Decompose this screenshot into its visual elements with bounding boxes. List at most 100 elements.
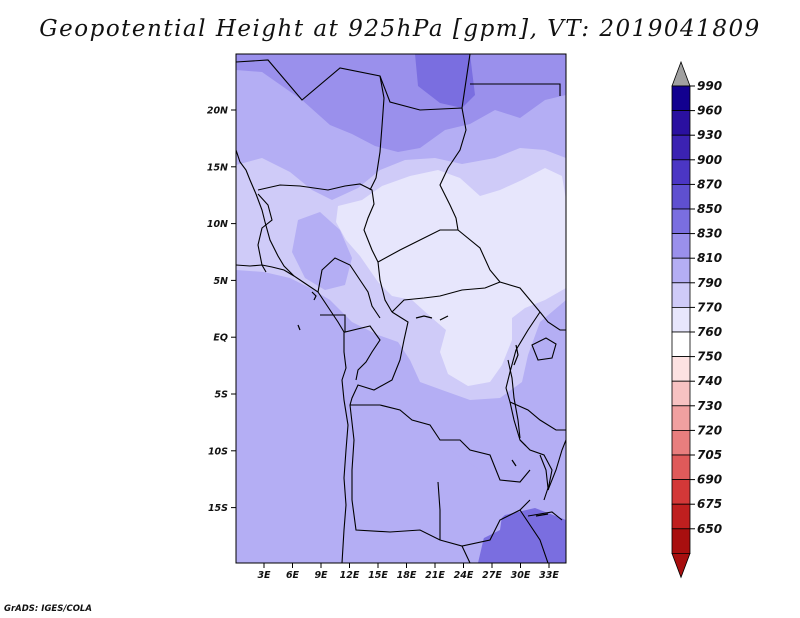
island-sao-tome [297, 324, 301, 331]
colorbar-swatch [671, 356, 691, 382]
lake-mweru [511, 459, 517, 467]
credit-label: GrADS: IGES/COLA [4, 604, 92, 614]
country-borders [236, 54, 566, 563]
colorbar-swatch [671, 85, 691, 112]
map-panel [236, 54, 566, 563]
border-sahel [257, 183, 393, 313]
colorbar-level-label: 650 [697, 522, 722, 536]
colorbar-level-label: 750 [697, 350, 722, 364]
colorbar: 990 960 930 900 870 850 830 810 790 770 760 750 740 7… [671, 60, 722, 579]
border-namibia [437, 481, 441, 540]
colorbar-level-label: 900 [697, 153, 722, 167]
height-patch-810-west [292, 212, 352, 290]
colorbar-level-label: 790 [697, 276, 722, 290]
lake-malawi [539, 454, 549, 501]
river-congo [415, 315, 433, 319]
lake-kivu [513, 344, 519, 366]
lon-tick-label: 24E [454, 570, 474, 581]
lat-tick-label: 10N [207, 219, 228, 230]
colorbar-level-label: 740 [697, 374, 722, 388]
lat-tick-label: 20N [207, 106, 228, 117]
colorbar-swatch [671, 257, 691, 284]
river-congo-2 [439, 315, 449, 321]
lon-tick-label: 21E [425, 570, 445, 581]
colorbar-level-label: 830 [697, 227, 722, 241]
border-central-1 [377, 229, 541, 313]
lat-tick-label: 10S [208, 446, 228, 457]
colorbar-swatch [671, 454, 691, 481]
lat-tick-label: EQ [213, 333, 228, 344]
colorbar-swatch [671, 282, 691, 308]
lake-tanganyika [507, 359, 521, 439]
water-features [297, 291, 549, 517]
lake-bangweulu [519, 439, 527, 447]
coastline-west [236, 149, 349, 563]
colorbar-level-label: 760 [697, 325, 722, 339]
colorbar-level-label: 810 [697, 251, 722, 265]
colorbar-swatch [671, 405, 691, 431]
border-north-2 [369, 75, 385, 191]
colorbar-level-label: 930 [697, 128, 722, 142]
lat-tick-label: 5S [215, 390, 229, 401]
lon-tick-label: 15E [368, 570, 388, 581]
lon-tick-label: 27E [482, 570, 502, 581]
border-central-2 [391, 281, 501, 313]
map-frame [235, 53, 567, 564]
colorbar-swatch [671, 503, 691, 530]
colorbar-swatch [671, 380, 691, 407]
latitude-axis: 20N 15N 10N 5N EQ 5S 10S 15S [207, 106, 236, 514]
lake-victoria [531, 337, 557, 361]
river-zambezi [535, 513, 549, 517]
colorbar-level-label: 675 [697, 497, 722, 511]
colorbar-swatch [671, 183, 691, 210]
border-angola-north [350, 404, 531, 483]
longitude-axis: 3E 6E 9E 12E 15E 18E 21E 24E 27E 30E 33E [257, 563, 559, 581]
colorbar-swatch [671, 306, 691, 333]
lon-tick-label: 12E [340, 570, 360, 581]
island-bioko [311, 291, 317, 301]
border-north-4 [470, 83, 561, 96]
border-cameroon [317, 257, 381, 319]
lon-tick-label: 33E [539, 570, 559, 581]
border-congo-1 [349, 311, 409, 406]
colorbar-swatch [671, 159, 691, 185]
lon-tick-label: 9E [314, 570, 328, 581]
colorbar-level-label: 960 [697, 104, 722, 118]
colorbar-swatch [671, 479, 691, 505]
lon-tick-label: 6E [286, 570, 300, 581]
lon-tick-label: 18E [397, 570, 417, 581]
colorbar-swatch [671, 429, 691, 456]
lat-tick-label: 5N [213, 276, 228, 287]
colorbar-swatch [671, 233, 691, 259]
coast-mozambique [527, 511, 563, 521]
lon-tick-label: 30E [511, 570, 531, 581]
border-drc-east [505, 311, 553, 491]
colorbar-swatch [671, 208, 691, 235]
height-patch-810-south [300, 408, 505, 555]
border-south-1 [461, 545, 471, 563]
border-north-3 [439, 107, 467, 231]
colorbar-level-label: 720 [697, 423, 722, 437]
map-title: Geopotential Height at 925hPa [gpm], VT:… [39, 16, 761, 42]
colorbar-level-label: 990 [697, 79, 722, 93]
colorbar-top-arrow [671, 60, 691, 87]
height-patch-850-north [415, 54, 475, 108]
colorbar-level-label: 690 [697, 473, 722, 487]
colorbar-swatch [671, 110, 691, 136]
height-band-770-central [336, 168, 566, 386]
lon-tick-label: 3E [257, 570, 271, 581]
colorbar-swatch [671, 331, 691, 358]
colorbar-level-label: 770 [697, 300, 722, 314]
border-south-2 [519, 509, 549, 563]
colorbar-level-label: 870 [697, 177, 722, 191]
coast-ghana [236, 264, 295, 277]
colorbar-bottom-arrow [671, 553, 691, 579]
colorbar-level-label: 850 [697, 202, 722, 216]
border-east-1 [539, 311, 566, 331]
border-east-2 [509, 401, 566, 431]
height-band-830-north [236, 54, 566, 152]
lat-tick-label: 15S [208, 503, 228, 514]
border-angola-south [349, 404, 531, 547]
